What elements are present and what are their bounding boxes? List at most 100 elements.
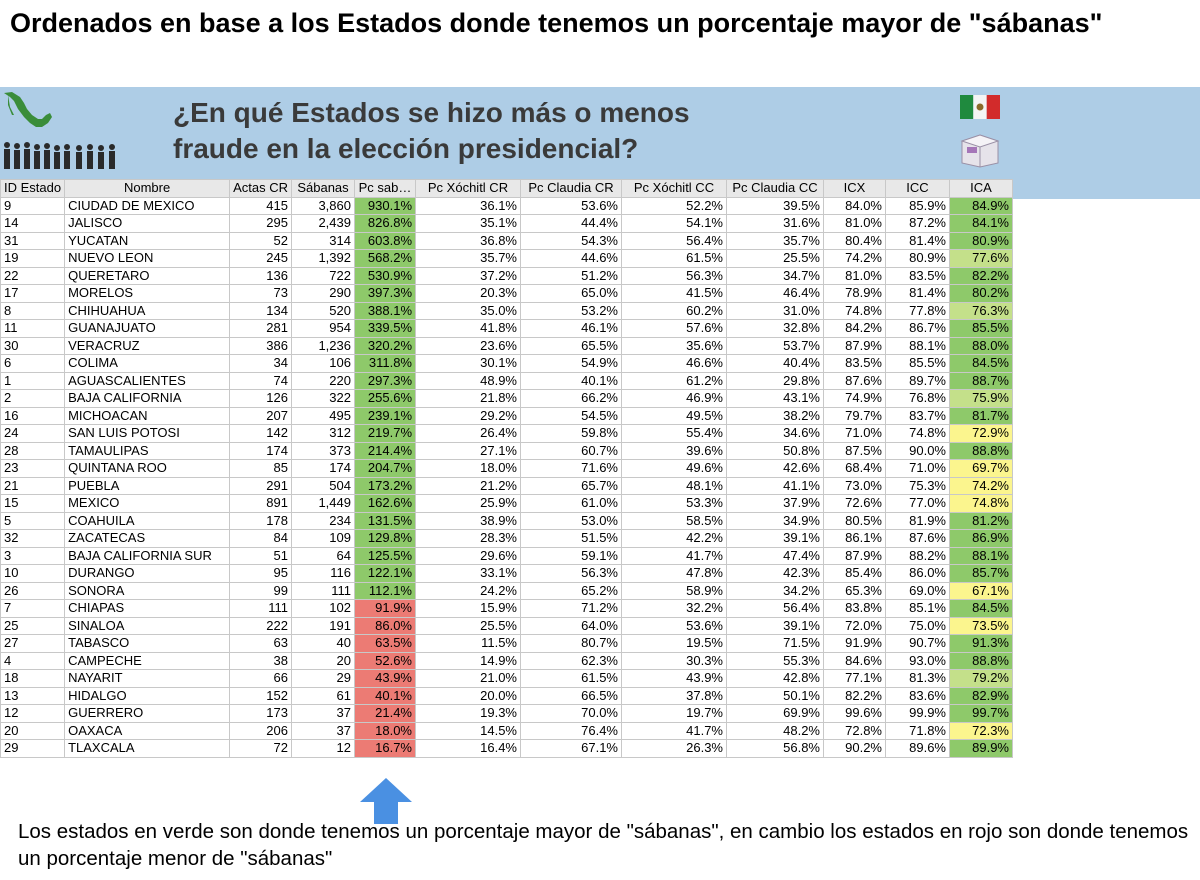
table-cell: 99.6% xyxy=(823,704,886,723)
column-header: Pc Xóchitl CC xyxy=(621,179,727,198)
table-cell: 16.4% xyxy=(415,739,521,758)
table-cell: 42.3% xyxy=(726,564,824,583)
table-cell: 56.4% xyxy=(621,231,727,250)
table-cell: 69.0% xyxy=(885,581,950,600)
table-cell: 207 xyxy=(229,406,292,425)
table-cell: 1 xyxy=(0,371,66,390)
table-cell: 56.3% xyxy=(621,266,727,285)
table-cell: 58.5% xyxy=(621,511,727,530)
table-cell: 72.3% xyxy=(949,721,1013,740)
table-cell: 28.3% xyxy=(415,529,521,548)
table-cell: 43.9% xyxy=(354,669,416,688)
table-row: 15 MEXICO 891 1,449 162.6% 25.9% 61.0% 53.3% 37.… xyxy=(0,494,1013,513)
table-row: 27 TABASCO 63 40 63.5% 11.5% 80.7% 19.5% 71.5% 91… xyxy=(0,634,1013,653)
table-cell: 722 xyxy=(291,266,355,285)
column-header: ICA xyxy=(949,179,1013,198)
table-cell: 16 xyxy=(0,406,66,425)
table-cell: 53.0% xyxy=(520,511,622,530)
table-cell: 52 xyxy=(229,231,292,250)
table-cell: 31.6% xyxy=(726,214,824,233)
table-cell: 415 xyxy=(229,196,292,215)
table-cell: 73.5% xyxy=(949,616,1013,635)
table-cell: 66.5% xyxy=(520,686,622,705)
table-cell: 71.2% xyxy=(520,599,622,618)
table-cell: 495 xyxy=(291,406,355,425)
table-cell: 84.0% xyxy=(823,196,886,215)
table-cell: 41.8% xyxy=(415,319,521,338)
table-cell: 125.5% xyxy=(354,546,416,565)
table-cell: 77.6% xyxy=(949,249,1013,268)
table-cell: 37 xyxy=(291,704,355,723)
up-arrow-icon xyxy=(360,778,412,824)
table-cell: 99.7% xyxy=(949,704,1013,723)
table-cell: 162.6% xyxy=(354,494,416,513)
column-header: Pc Claudia CR xyxy=(520,179,622,198)
table-cell: 386 xyxy=(229,336,292,355)
table-cell: 173 xyxy=(229,704,292,723)
table-cell: 20.0% xyxy=(415,686,521,705)
table-row: 25 SINALOA 222 191 86.0% 25.5% 64.0% 53.6% 39.1%… xyxy=(0,616,1013,635)
table-cell: 81.3% xyxy=(885,669,950,688)
table-cell: 83.5% xyxy=(823,354,886,373)
table-cell: 76.8% xyxy=(885,389,950,408)
table-cell: 53.3% xyxy=(621,494,727,513)
table-cell: 24.2% xyxy=(415,581,521,600)
table-cell: 54.5% xyxy=(520,406,622,425)
table-cell: 68.4% xyxy=(823,459,886,478)
table-cell: 61.0% xyxy=(520,494,622,513)
table-cell: 32 xyxy=(0,529,66,548)
table-cell: 35.7% xyxy=(415,249,521,268)
table-cell: 19.7% xyxy=(621,704,727,723)
table-cell: 312 xyxy=(291,424,355,443)
table-row: 26 SONORA 99 111 112.1% 24.2% 65.2% 58.9% 34.2% 6… xyxy=(0,581,1013,600)
column-header: ICC xyxy=(885,179,950,198)
table-cell: 44.4% xyxy=(520,214,622,233)
table-cell: 26.3% xyxy=(621,739,727,758)
table-cell: 83.5% xyxy=(885,266,950,285)
table-cell: 19 xyxy=(0,249,66,268)
table-cell: 63.5% xyxy=(354,634,416,653)
table-cell: 19.3% xyxy=(415,704,521,723)
table-cell: 6 xyxy=(0,354,66,373)
table-cell: 129.8% xyxy=(354,529,416,548)
table-cell: 82.2% xyxy=(949,266,1013,285)
table-cell: 30.1% xyxy=(415,354,521,373)
table-cell: 291 xyxy=(229,476,292,495)
table-cell: 71.6% xyxy=(520,459,622,478)
table-cell: 43.9% xyxy=(621,669,727,688)
table-cell: 29.6% xyxy=(415,546,521,565)
table-cell: 5 xyxy=(0,511,66,530)
column-header: Actas CR xyxy=(229,179,292,198)
table-row: 31 YUCATAN 52 314 603.8% 36.8% 54.3% 56.4% 35.7%… xyxy=(0,231,1013,250)
table-cell: 72.9% xyxy=(949,424,1013,443)
table-cell: 72.6% xyxy=(823,494,886,513)
table-row: 24 SAN LUIS POTOSI 142 312 219.7% 26.4% 59.8% 5… xyxy=(0,424,1013,443)
table-cell: 55.4% xyxy=(621,424,727,443)
table-row: 11 GUANAJUATO 281 954 339.5% 41.8% 46.1% 57.6% 3… xyxy=(0,319,1013,338)
table-cell: 39.5% xyxy=(726,196,824,215)
table-cell: 40 xyxy=(291,634,355,653)
table-cell: 26.4% xyxy=(415,424,521,443)
table-cell: NUEVO LEON xyxy=(64,249,231,268)
table-cell: 38 xyxy=(229,651,292,670)
table-header-row: ID Estado Nombre Actas CR Sábanas Pc sab… Pc … xyxy=(0,179,1013,198)
table-cell: 19.5% xyxy=(621,634,727,653)
table-cell: 204.7% xyxy=(354,459,416,478)
table-row: 18 NAYARIT 66 29 43.9% 21.0% 61.5% 43.9% 42.8% 77… xyxy=(0,669,1013,688)
table-row: 1 AGUASCALIENTES 74 220 297.3% 48.9% 40.1% 61.2… xyxy=(0,371,1013,390)
table-cell: 65.2% xyxy=(520,581,622,600)
table-cell: QUERETARO xyxy=(64,266,231,285)
table-cell: 48.9% xyxy=(415,371,521,390)
table-cell: 55.3% xyxy=(726,651,824,670)
table-cell: 64 xyxy=(291,546,355,565)
table-cell: 56.4% xyxy=(726,599,824,618)
results-table: ID Estado Nombre Actas CR Sábanas Pc sab… Pc … xyxy=(0,179,1013,758)
table-cell: 31.0% xyxy=(726,301,824,320)
table-cell: 222 xyxy=(229,616,292,635)
table-cell: 255.6% xyxy=(354,389,416,408)
table-cell: 88.0% xyxy=(949,336,1013,355)
table-cell: 33.1% xyxy=(415,564,521,583)
ballot-box-icon xyxy=(960,134,1000,168)
table-cell: 17 xyxy=(0,284,66,303)
table-cell: 85.5% xyxy=(885,354,950,373)
